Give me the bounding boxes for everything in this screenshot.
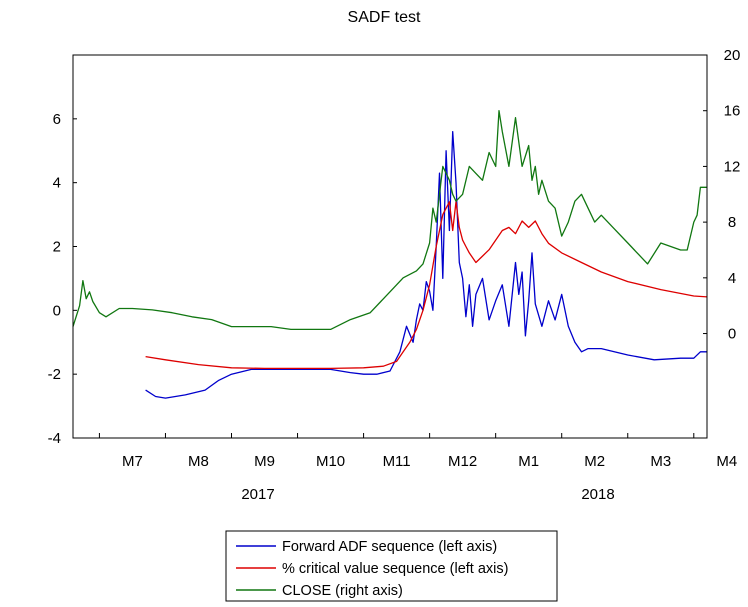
x-axis-tick-label: M3 xyxy=(650,453,671,470)
legend-box xyxy=(225,530,558,602)
x-axis-tick-label: M9 xyxy=(254,453,275,470)
left-axis-tick-label: 2 xyxy=(53,239,61,256)
left-axis-tick-label: 4 xyxy=(53,175,61,192)
x-axis-tick-label: M2 xyxy=(584,453,605,470)
x-axis: M7 M8 M9 M10 M11 M12 M1 M2 M3 M4 xyxy=(98,433,737,470)
legend-label-forward-adf: Forward ADF sequence (left axis) xyxy=(282,539,497,555)
series-close xyxy=(72,110,707,331)
right-axis-tick-label: 16 xyxy=(724,103,741,120)
legend-label-critical-value: % critical value sequence (left axis) xyxy=(282,561,508,577)
x-axis-tick-label: M11 xyxy=(383,453,411,470)
year-label-2018: 2018 xyxy=(581,486,614,503)
legend: Forward ADF sequence (left axis) % criti… xyxy=(225,530,558,602)
x-axis-tick-label: M4 xyxy=(716,453,737,470)
right-axis-tick-label: 4 xyxy=(728,270,736,287)
year-label-2017: 2017 xyxy=(241,486,274,503)
right-axis: 0 4 8 12 16 20 xyxy=(703,47,740,343)
right-axis-tick-label: 0 xyxy=(728,326,736,343)
legend-label-close: CLOSE (right axis) xyxy=(282,583,403,599)
series-critical-value xyxy=(145,201,708,370)
left-axis: -4 -2 0 2 4 6 xyxy=(48,111,77,447)
chart-title: SADF test xyxy=(348,9,421,26)
left-axis-tick-label: 6 xyxy=(53,111,61,128)
left-axis-tick-label: -2 xyxy=(48,366,61,383)
left-axis-tick-label: -4 xyxy=(48,430,61,447)
left-axis-tick-label: 0 xyxy=(53,302,61,319)
x-axis-tick-label: M8 xyxy=(188,453,209,470)
right-axis-tick-label: 12 xyxy=(724,158,741,175)
series-layer xyxy=(72,110,708,399)
x-axis-tick-label: M12 xyxy=(448,453,477,470)
x-axis-tick-label: M7 xyxy=(122,453,143,470)
x-axis-tick-label: M1 xyxy=(518,453,539,470)
x-axis-tick-label: M10 xyxy=(316,453,345,470)
series-forward-adf xyxy=(145,130,707,399)
right-axis-tick-label: 20 xyxy=(724,47,741,64)
right-axis-tick-label: 8 xyxy=(728,214,736,231)
